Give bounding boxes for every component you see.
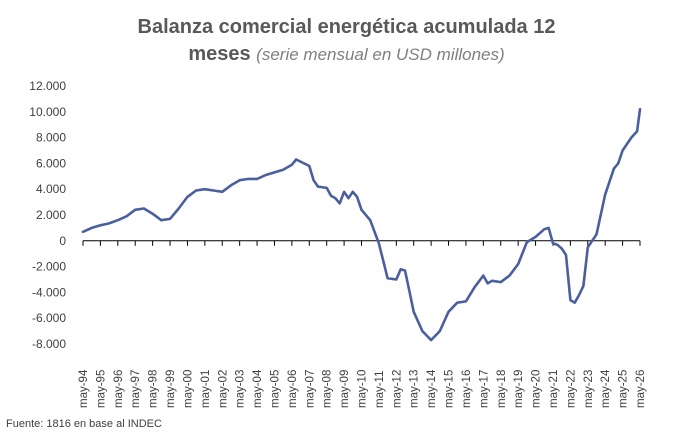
x-tick-label: may-24: [600, 369, 612, 408]
chart-title: Balanza comercial energética acumulada 1…: [0, 14, 693, 68]
x-axis-labels: may-94 may-95 may-96 may-97 may-98 may-99 may-…: [78, 369, 647, 408]
x-tick-label: may-02: [217, 370, 229, 408]
x-tick-label: may-26: [635, 370, 647, 408]
y-tick-label: 4.000: [36, 182, 66, 196]
x-tick-label: may-01: [200, 370, 212, 408]
x-tick-label: may-98: [148, 370, 160, 408]
x-tick-label: may-96: [113, 370, 125, 408]
x-tick-label: may-15: [444, 370, 456, 408]
x-tick-label: may-10: [357, 370, 369, 408]
x-tick-label: may-11: [374, 371, 386, 409]
x-tick-label: may-18: [496, 370, 508, 408]
x-tick-label: may-04: [252, 369, 264, 408]
x-tick-label: may-16: [461, 370, 473, 408]
x-tick-label: may-03: [235, 370, 247, 408]
x-tick-label: may-97: [130, 370, 142, 408]
x-axis: [82, 240, 641, 246]
y-tick-label: -2.000: [32, 260, 66, 274]
x-tick-label: may-25: [618, 370, 630, 408]
x-tick-label: may-19: [513, 370, 525, 408]
chart-title-line1: Balanza comercial energética acumulada 1…: [137, 16, 556, 38]
y-axis-labels: 12.000 10.000 8.000 6.000 4.000 2.000 0 -2.000 -…: [29, 79, 66, 351]
x-tick-label: may-94: [78, 369, 90, 408]
x-tick-label: may-17: [478, 370, 490, 408]
x-tick-label: may-23: [583, 370, 595, 408]
x-tick-label: may-05: [269, 370, 281, 408]
chart-title-main: meses: [188, 43, 251, 65]
x-tick-label: may-95: [95, 370, 107, 408]
y-tick-label: -4.000: [32, 285, 66, 299]
y-tick-label: -8.000: [32, 337, 66, 351]
x-tick-label: may-07: [304, 370, 316, 408]
y-tick-label: 12.000: [29, 79, 66, 93]
y-tick-label: 6.000: [36, 156, 66, 170]
source-note: Fuente: 1816 en base al INDEC: [6, 418, 162, 430]
x-tick-label: may-12: [391, 370, 403, 408]
y-tick-label: 10.000: [29, 105, 66, 119]
chart-title-line2: meses (serie mensual en USD millones): [0, 41, 693, 68]
x-tick-label: may-99: [165, 370, 177, 408]
x-tick-label: may-20: [531, 370, 543, 408]
x-tick-label: may-00: [182, 370, 194, 408]
x-tick-label: may-13: [409, 370, 421, 408]
series-line: [81, 107, 642, 342]
x-tick-label: may-22: [565, 370, 577, 408]
x-tick-label: may-21: [548, 370, 560, 408]
chart-subtitle: (serie mensual en USD millones): [256, 45, 505, 64]
x-tick-label: may-14: [426, 369, 438, 408]
y-tick-label: 2.000: [36, 208, 66, 222]
y-tick-label: -6.000: [32, 311, 66, 325]
x-tick-label: may-09: [339, 370, 351, 408]
x-tick-label: may-06: [287, 370, 299, 408]
y-tick-label: 8.000: [36, 131, 66, 145]
y-tick-label: 0: [59, 234, 66, 248]
x-tick-label: may-08: [322, 370, 334, 408]
